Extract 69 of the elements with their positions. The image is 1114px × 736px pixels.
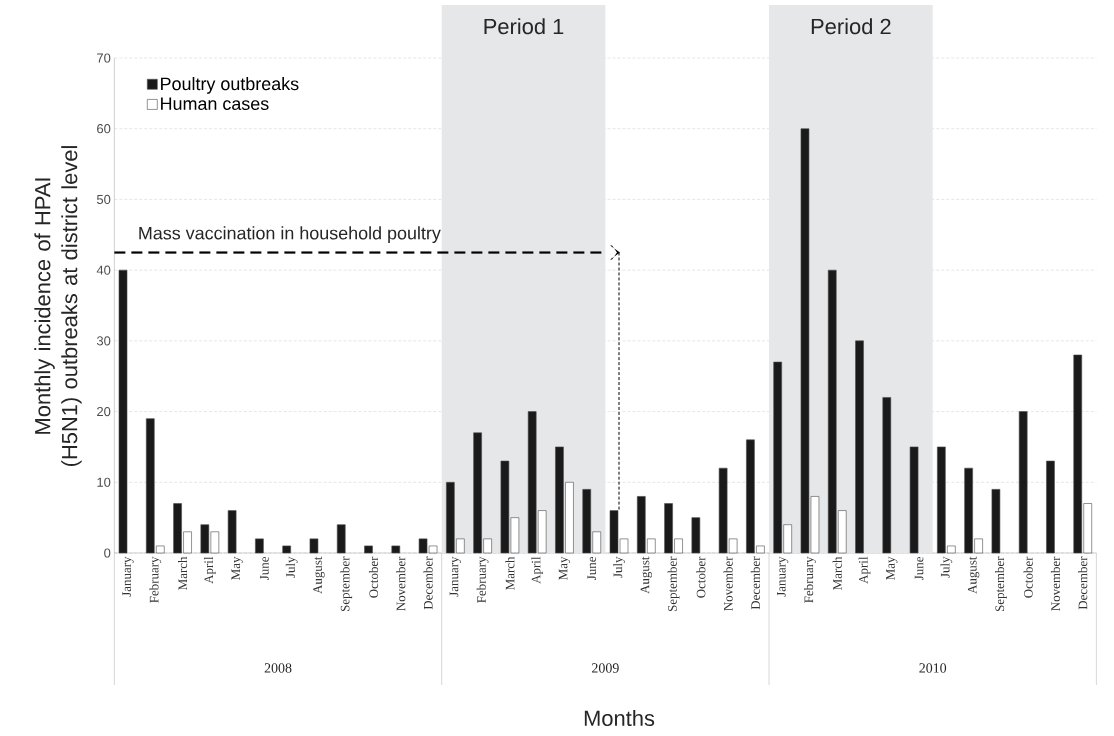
y-axis-title: Monthly incidence of HPAI (H5N1) outbreaks at district level — [34, 146, 82, 467]
text: 2008 — [264, 663, 292, 673]
x-tick-label: July — [285, 556, 298, 578]
x-tick-label: May — [886, 556, 898, 580]
legend-label: Human cases — [161, 97, 269, 111]
x-tick-label: March — [505, 556, 515, 590]
x-axis-title: Months — [584, 709, 655, 727]
x-tick-label: December — [750, 556, 760, 610]
x-tick-label: July — [613, 556, 625, 578]
y-tick-label: 70 — [97, 53, 111, 63]
bar — [691, 517, 701, 554]
bar — [882, 397, 892, 554]
x-tick-label: June — [587, 556, 597, 580]
x-tick-label: August — [967, 556, 980, 594]
y-tick-label: 30 — [96, 336, 111, 346]
bar — [118, 269, 128, 554]
x-tick-label: November — [396, 556, 406, 611]
text: Period 2 — [811, 18, 891, 35]
text: Period 1 — [484, 18, 564, 35]
x-tick-label: February — [149, 556, 162, 603]
y-tick-label: 60 — [97, 124, 111, 134]
y-tick-label: 40 — [96, 265, 111, 275]
y-tick-label: 20 — [97, 406, 111, 417]
x-tick-label: June — [914, 556, 924, 580]
x-tick-label: April — [203, 556, 216, 584]
bar — [336, 524, 346, 554]
x-tick-label: September — [995, 556, 1007, 612]
bar — [282, 545, 291, 554]
x-tick-label: August — [640, 556, 652, 594]
x-tick-label: May — [558, 556, 571, 580]
x-tick-label: January — [122, 556, 134, 597]
x-tick-label: April — [858, 556, 871, 584]
bar — [391, 545, 401, 554]
x-tick-label: October — [696, 556, 706, 598]
bar — [991, 489, 1001, 554]
bar — [255, 538, 264, 554]
x-tick-label: December — [423, 556, 433, 610]
x-tick-label: July — [940, 556, 953, 578]
x-tick-label: February — [804, 556, 816, 603]
bar — [227, 510, 237, 554]
x-tick-label: June — [260, 556, 269, 580]
x-tick-label: October — [1023, 556, 1033, 598]
x-tick-label: November — [723, 556, 733, 611]
x-tick-label: March — [832, 556, 842, 590]
y-tick-label: 10 — [97, 477, 111, 487]
x-tick-label: November — [1050, 556, 1061, 611]
bar — [909, 446, 919, 554]
bar — [855, 340, 864, 554]
x-tick-label: January — [449, 556, 461, 597]
bar — [1018, 411, 1028, 554]
x-tick-label: April — [531, 556, 544, 584]
y-tick-label: 0 — [104, 548, 111, 558]
annotation: Mass vaccination in household poultry — [139, 226, 441, 244]
x-tick-label: October — [368, 556, 379, 598]
bar — [1046, 460, 1055, 554]
x-tick-label: March — [178, 556, 188, 590]
text: 2009 — [592, 663, 619, 673]
y-tick-label: 50 — [96, 194, 111, 205]
bar — [309, 538, 319, 554]
x-tick-label: February — [476, 556, 489, 603]
x-tick-label: May — [231, 556, 243, 580]
x-tick-label: January — [777, 556, 789, 597]
x-tick-label: August — [313, 556, 325, 594]
x-tick-label: September — [340, 556, 353, 612]
x-tick-label: September — [667, 556, 680, 612]
x-tick-label: December — [1078, 556, 1088, 610]
legend-label: Poultry outbreaks — [161, 77, 299, 94]
text: 2010 — [919, 663, 947, 673]
bar — [364, 545, 373, 554]
